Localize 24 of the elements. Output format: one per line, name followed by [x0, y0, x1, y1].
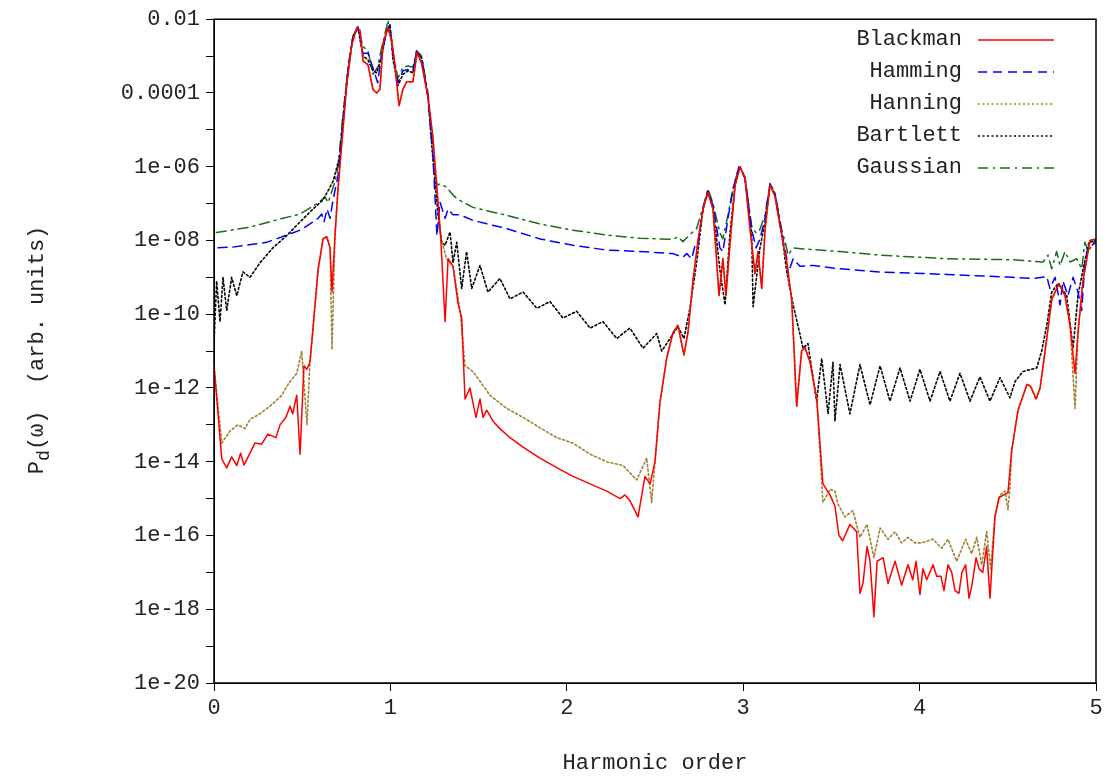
legend-label: Hamming — [869, 58, 962, 86]
legend-label: Bartlett — [856, 122, 962, 150]
legend-label: Gaussian — [856, 154, 962, 182]
legend-label: Hanning — [869, 90, 962, 118]
x-tick-label: 3 — [736, 696, 750, 722]
y-tick-label: 1e-08 — [133, 228, 200, 254]
x-axis-title: Harmonic order — [562, 750, 748, 776]
y-tick-label: 1e-18 — [133, 597, 200, 623]
y-tick-label: 1e-12 — [133, 375, 200, 401]
x-tick-label: 5 — [1089, 696, 1103, 722]
x-tick-label: 4 — [913, 696, 927, 722]
x-tick-label: 2 — [560, 696, 574, 722]
y-tick-label: 0.0001 — [120, 80, 200, 106]
legend-label: Blackman — [856, 26, 962, 54]
y-tick-label: 1e-20 — [133, 670, 200, 696]
y-tick-label: 1e-06 — [133, 154, 200, 180]
x-tick-label: 1 — [383, 696, 397, 722]
line-series — [214, 19, 1096, 270]
x-tick-label: 0 — [207, 696, 221, 722]
y-tick-label: 1e-16 — [133, 523, 200, 549]
y-tick-label: 1e-10 — [133, 302, 200, 328]
y-tick-label: 0.01 — [147, 7, 200, 33]
y-tick-label: 1e-14 — [133, 449, 200, 475]
line-series — [214, 23, 1096, 312]
